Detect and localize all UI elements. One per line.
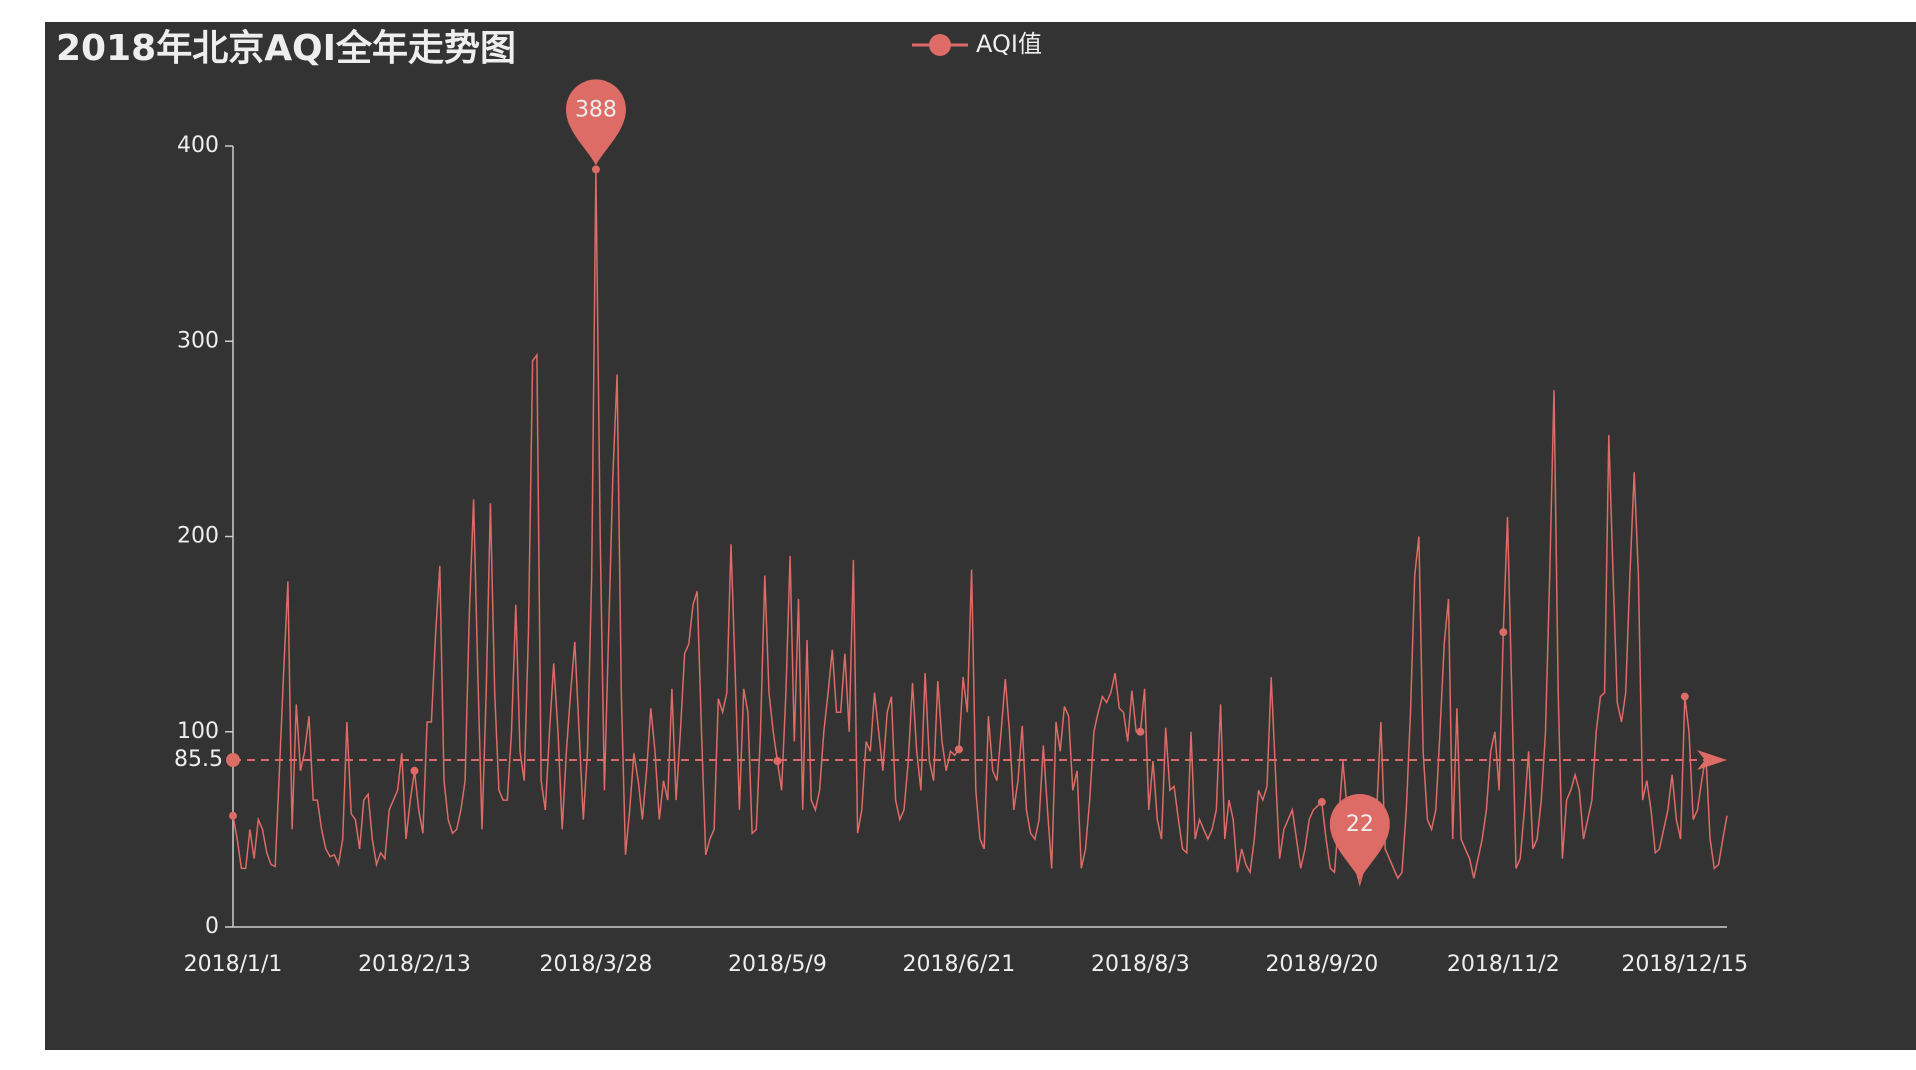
- x-tick-label: 2018/12/15: [1621, 952, 1748, 977]
- point: [1136, 727, 1145, 736]
- chart-background: [45, 22, 1916, 1050]
- y-tick-label: 0: [205, 914, 219, 939]
- min-pin: [1329, 794, 1390, 881]
- min-pin-label: 22: [1346, 812, 1374, 837]
- point: [773, 757, 782, 766]
- point: [591, 165, 600, 174]
- average-label: 85.5: [174, 747, 223, 772]
- x-tick-label: 2018/5/9: [728, 952, 827, 977]
- point: [1499, 628, 1508, 637]
- x-tick-label: 2018/9/20: [1265, 952, 1378, 977]
- max-pin: [565, 79, 626, 166]
- x-tick-label: 2018/11/2: [1447, 952, 1560, 977]
- chart-title: 2018年北京AQI全年走势图: [56, 27, 516, 69]
- y-tick-label: 100: [177, 719, 219, 744]
- legend-symbol: [929, 34, 951, 56]
- max-pin-label: 388: [575, 97, 617, 122]
- y-tick-label: 300: [177, 328, 219, 353]
- point: [1317, 798, 1326, 807]
- point: [954, 745, 963, 754]
- x-tick-label: 2018/8/3: [1091, 952, 1190, 977]
- legend-label: AQI值: [976, 30, 1042, 58]
- x-tick-label: 2018/3/28: [540, 952, 653, 977]
- point: [410, 766, 419, 775]
- average-start: [226, 753, 240, 768]
- series-line: [232, 169, 1728, 887]
- x-tick-label: 2018/1/1: [184, 952, 283, 977]
- x-tick-label: 2018/2/13: [358, 952, 471, 977]
- point: [1680, 692, 1689, 701]
- point: [229, 811, 237, 820]
- y-tick-label: 200: [177, 524, 219, 549]
- x-tick-label: 2018/6/21: [902, 952, 1015, 977]
- y-tick-label: 400: [177, 133, 219, 158]
